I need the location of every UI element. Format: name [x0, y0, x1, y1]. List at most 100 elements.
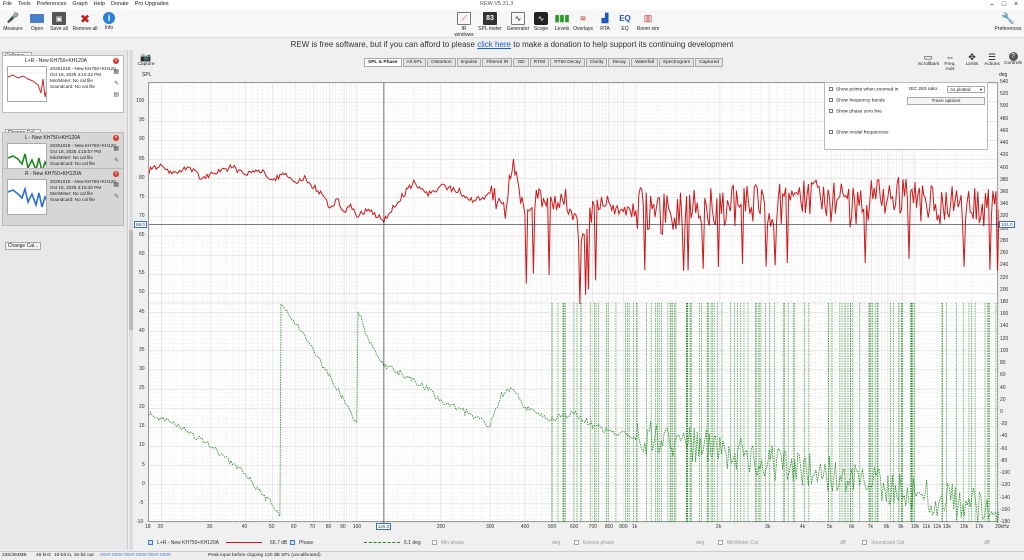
- overlays-label: Overlays: [573, 26, 593, 32]
- menu-tools[interactable]: Tools: [17, 1, 31, 7]
- trace-legend: L+R - New KH750+KH120A 65.7 dB Phase 5.1…: [148, 538, 998, 548]
- tab-all-spl[interactable]: All SPL: [402, 58, 427, 67]
- menu-graph[interactable]: Graph: [72, 1, 88, 7]
- remove-measurement-icon[interactable]: ×: [113, 58, 119, 64]
- room-sim-button[interactable]: ▥ Room sim: [636, 12, 660, 32]
- tab-clarity[interactable]: Clarity: [585, 58, 608, 67]
- donation-message: REW is free software, but if you can aff…: [0, 40, 1024, 49]
- note-icon[interactable]: ▦: [113, 182, 119, 188]
- tab-rt60[interactable]: RT60: [529, 58, 550, 67]
- y-tick-label-right: 380: [1000, 176, 1009, 183]
- tab-rt60-decay[interactable]: RT60 Decay: [550, 58, 585, 67]
- tab-impulse[interactable]: Impulse: [456, 58, 482, 67]
- measurement-card[interactable]: R - New KH750+KH120A × 20251018 - New KH…: [2, 168, 124, 226]
- save-all-button[interactable]: ▣ Save all: [48, 12, 70, 32]
- mic-cal-checkbox[interactable]: [718, 540, 723, 545]
- y-tick-label-right: -80: [1000, 457, 1008, 464]
- iec-ratio-select[interactable]: As plotted ▾: [947, 86, 985, 93]
- measurement-thumbnail[interactable]: [7, 66, 47, 102]
- tab-waterfall[interactable]: Waterfall: [631, 58, 658, 67]
- show-points-option[interactable]: Show points when zoomed in: [829, 87, 898, 92]
- note-icon[interactable]: ▦: [113, 69, 119, 75]
- tab-captured[interactable]: Captured: [695, 58, 724, 67]
- preferences-button[interactable]: 🔧 Preferences: [994, 12, 1022, 32]
- limits-button[interactable]: ✥ Limits: [962, 52, 982, 67]
- remove-measurement-icon[interactable]: ×: [113, 171, 119, 177]
- levels-button[interactable]: ▮▮▮ Levels: [551, 12, 573, 32]
- donate-link[interactable]: click here: [477, 40, 512, 49]
- controls-button[interactable]: ? Controls: [1002, 52, 1024, 66]
- tab-distortion[interactable]: Distortion: [427, 58, 456, 67]
- edit-icon[interactable]: ✎: [113, 158, 119, 164]
- y-tick-label-right: 260: [1000, 250, 1009, 257]
- rta-button[interactable]: ▟ RTA: [594, 12, 616, 32]
- edit-icon[interactable]: ✎: [113, 81, 119, 87]
- spl-phase-chart[interactable]: [149, 83, 999, 523]
- measure-button[interactable]: 🎤 Measure: [2, 12, 24, 32]
- menu-preferences[interactable]: Preferences: [36, 1, 67, 7]
- measurement-card[interactable]: L+R - New KH750+KH120A × 20251018 - New …: [2, 55, 124, 113]
- open-button[interactable]: Open: [26, 12, 48, 32]
- minimize-icon[interactable]: –: [990, 1, 994, 8]
- mic-cal-label: Mic/Meter Cal: [727, 540, 758, 546]
- info-label: Info: [104, 25, 114, 31]
- edit-icon[interactable]: ✎: [113, 194, 119, 200]
- show-bands-checkbox[interactable]: [829, 98, 833, 102]
- menu-donate[interactable]: Donate: [110, 1, 129, 7]
- tab-decay[interactable]: Decay: [608, 58, 631, 67]
- room-sim-label: Room sim: [636, 26, 660, 32]
- tab-spectrogram[interactable]: Spectrogram: [658, 58, 695, 67]
- x-tick-label: 9k: [898, 524, 904, 530]
- close-icon[interactable]: ×: [1013, 1, 1019, 8]
- measurement-thumbnail[interactable]: [7, 179, 47, 215]
- phase-checkbox[interactable]: [290, 540, 295, 545]
- trace1-checkbox[interactable]: [148, 540, 153, 545]
- maximize-icon[interactable]: □: [1001, 1, 1007, 8]
- scrollbar-thumb[interactable]: [129, 230, 133, 330]
- remove-all-button[interactable]: ✖ Remove all: [72, 12, 98, 33]
- generator-button[interactable]: ∿ Generator: [506, 12, 530, 32]
- tab-spl-phase[interactable]: SPL & Phase: [364, 58, 402, 67]
- show-phase-zero-checkbox[interactable]: [829, 109, 833, 113]
- note-icon[interactable]: ▦: [113, 146, 119, 152]
- overlays-button[interactable]: ≋ Overlays: [572, 12, 594, 32]
- menu-pro-upgrades[interactable]: Pro Upgrades: [134, 1, 169, 7]
- menu-file[interactable]: File: [3, 1, 12, 7]
- min-phase-unit: deg: [552, 540, 561, 546]
- freq-axis-button[interactable]: ⇔ Freq. Axis: [940, 52, 960, 72]
- soundcard-cal-checkbox[interactable]: [862, 540, 867, 545]
- notes-icon[interactable]: ▤: [113, 92, 119, 98]
- tab-filtered-ir[interactable]: Filtered IR: [482, 58, 513, 67]
- measurement-mic: Mic/Meter: No cal file: [50, 78, 93, 83]
- eq-button[interactable]: EQ EQ: [614, 12, 636, 32]
- y-tick-label-right: -180: [1000, 519, 1011, 525]
- remove-measurement-icon[interactable]: ×: [113, 135, 119, 141]
- show-modal-option[interactable]: Show modal frequencies: [829, 130, 889, 135]
- spl-meter-button[interactable]: 83 SPL meter: [478, 12, 502, 32]
- y-tick-label-right: 200: [1000, 286, 1009, 293]
- graph-area[interactable]: [148, 82, 999, 523]
- actions-button[interactable]: ☰ Actions: [982, 52, 1002, 67]
- min-phase-checkbox[interactable]: [432, 540, 437, 545]
- x-tick-label: 1k: [631, 524, 638, 530]
- show-phase-zero-option[interactable]: Show phase zero line: [829, 109, 882, 114]
- show-points-checkbox[interactable]: [829, 87, 833, 91]
- ir-windows-button[interactable]: ⟋ IR windows: [452, 12, 476, 38]
- excess-phase-checkbox[interactable]: [574, 540, 579, 545]
- show-modal-checkbox[interactable]: [829, 130, 833, 134]
- scope-button[interactable]: ∿ Scope: [530, 12, 552, 32]
- scrollbars-button[interactable]: ▭ Scrollbars: [918, 52, 939, 67]
- measurement-mic: Mic/Meter: No cal file: [50, 191, 93, 196]
- info-button[interactable]: i Info: [98, 12, 120, 31]
- x-tick-label: 80: [325, 524, 332, 530]
- y-tick-label-left: 65: [139, 232, 145, 239]
- sidebar-scrollbar[interactable]: [129, 50, 133, 550]
- menu-help[interactable]: Help: [93, 1, 105, 7]
- change-cal-button[interactable]: Change Cal...: [5, 242, 41, 250]
- trace-options-button[interactable]: Trace options: [907, 97, 985, 105]
- show-modal-label: Show modal frequencies: [836, 130, 889, 136]
- tab-gd[interactable]: GD: [513, 58, 529, 67]
- capture-button[interactable]: 📷 Capture: [136, 52, 156, 67]
- x-tick-label: 20: [157, 524, 164, 530]
- show-bands-option[interactable]: Show frequency bands: [829, 98, 885, 103]
